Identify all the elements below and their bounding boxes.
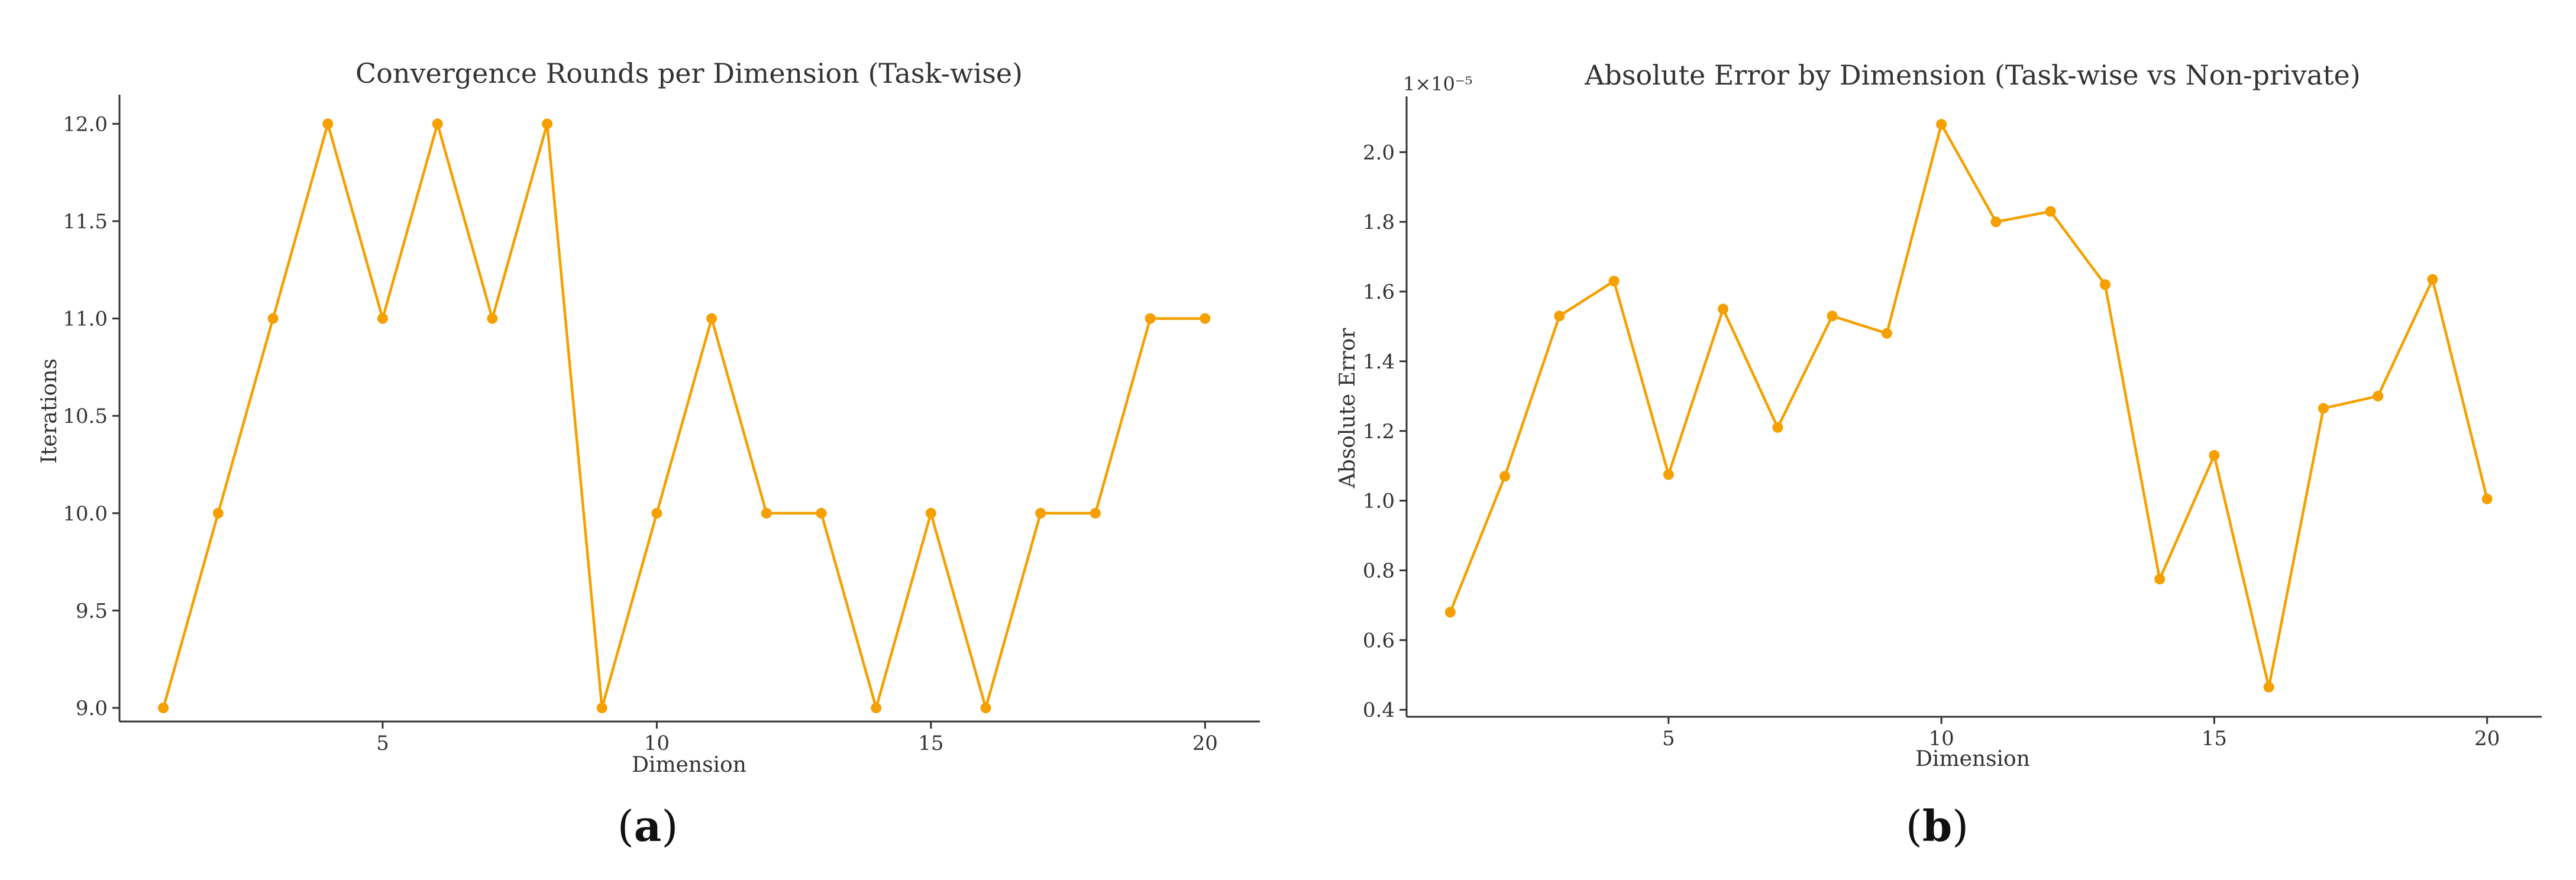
chart-a-ytick-label: 12.0: [63, 112, 108, 136]
chart-b-ytick-label: 1.8: [1363, 211, 1395, 234]
chart-b-data-point: [1881, 328, 1892, 339]
chart-a-data-point: [596, 702, 607, 713]
chart-b-ytick-label: 2.0: [1363, 141, 1395, 164]
chart-b-data-point: [1663, 469, 1674, 480]
chart-b-y-offset-label: 1×10⁻⁵: [1403, 73, 1473, 95]
chart-a-data-point: [158, 702, 169, 713]
chart-b-data-point: [2099, 279, 2110, 290]
chart-b-data-point: [1499, 471, 1511, 482]
chart-a-data-point: [816, 507, 827, 519]
panel-a-label: (a): [618, 801, 678, 851]
chart-a-ytick-label: 10.5: [63, 405, 108, 428]
chart-b-ytick-label: 1.0: [1363, 490, 1395, 513]
chart-b-ytick-label: 0.6: [1363, 629, 1395, 652]
chart-b-data-point: [1444, 607, 1456, 618]
chart-b-title: Absolute Error by Dimension (Task-wise v…: [1584, 59, 2361, 91]
chart-a-ylabel: Iterations: [37, 358, 62, 464]
chart-a-data-point: [542, 118, 552, 130]
chart-b-data-point: [2318, 403, 2329, 414]
chart-a-data-point: [1090, 507, 1101, 519]
chart-b-ytick-label: 0.4: [1363, 698, 1395, 722]
chart-panel-b: Absolute Error by Dimension (Task-wise v…: [1336, 59, 2542, 851]
chart-a-ytick-label: 11.0: [63, 308, 108, 331]
chart-a-data-point: [1200, 313, 1211, 324]
chart-b-ytick-label: 1.2: [1363, 420, 1395, 444]
chart-a-data-point: [980, 702, 991, 713]
chart-b-xtick-label: 10: [1929, 727, 1954, 750]
chart-a-data-point: [487, 313, 498, 324]
chart-b-data-point: [2481, 493, 2493, 504]
chart-a-data-point: [1035, 507, 1046, 519]
chart-b-ytick-label: 0.8: [1363, 559, 1395, 583]
chart-b-data-point: [2209, 450, 2220, 461]
chart-a-ytick-label: 11.5: [63, 210, 108, 234]
chart-b-xtick-label: 5: [1662, 727, 1675, 750]
chart-a-data-point: [1145, 313, 1156, 324]
chart-b-ylabel: Absolute Error: [1336, 328, 1360, 488]
chart-b-ytick-label: 1.6: [1363, 280, 1395, 304]
chart-a-series-line: [162, 122, 1205, 710]
chart-b-data-point: [1608, 276, 1620, 287]
chart-panel-a: Convergence Rounds per Dimension (Task-w…: [37, 57, 1260, 851]
chart-b-data-point: [1936, 119, 1947, 130]
chart-a-xtick-label: 10: [644, 732, 670, 755]
chart-a-ytick-label: 9.5: [76, 599, 108, 623]
panel-b-label: (b): [1906, 801, 1969, 851]
chart-a-data-point: [212, 507, 224, 519]
chart-a-data-point: [322, 118, 334, 130]
chart-b-ytick-label: 1.4: [1363, 350, 1395, 374]
chart-b-data-point: [2373, 390, 2384, 402]
chart-b-data-point: [2154, 574, 2165, 585]
chart-b-data-point: [1827, 310, 1838, 322]
chart-b-xtick-label: 15: [2202, 727, 2227, 750]
chart-a-xtick-label: 20: [1192, 732, 1218, 755]
chart-b-data-point: [2045, 206, 2056, 217]
chart-b-data-point: [2263, 681, 2274, 693]
chart-a-data-point: [761, 507, 772, 519]
chart-a-data-point: [925, 507, 936, 519]
chart-a-data-point: [871, 702, 882, 713]
chart-a-ytick-label: 9.0: [76, 697, 108, 720]
chart-b-data-point: [2427, 274, 2438, 285]
chart-b-xlabel: Dimension: [1915, 747, 2030, 771]
chart-b-series-line: [1449, 122, 2488, 689]
chart-b-data-point: [1718, 303, 1729, 315]
chart-a-ytick-label: 10.0: [63, 502, 108, 526]
chart-a-data-point: [267, 313, 279, 324]
chart-a-xtick-label: 5: [376, 732, 389, 755]
chart-a-xlabel: Dimension: [632, 753, 746, 777]
chart-b-data-point: [1990, 216, 2002, 228]
chart-b-data-point: [1772, 422, 1783, 433]
chart-a-data-point: [432, 118, 443, 130]
chart-a-xtick-label: 15: [918, 732, 943, 755]
chart-a-data-point: [706, 313, 717, 324]
chart-b-xtick-label: 20: [2474, 727, 2500, 750]
chart-a-data-point: [651, 507, 662, 519]
chart-a-title: Convergence Rounds per Dimension (Task-w…: [355, 57, 1023, 89]
chart-a-data-point: [377, 313, 388, 324]
chart-b-data-point: [1554, 310, 1565, 322]
